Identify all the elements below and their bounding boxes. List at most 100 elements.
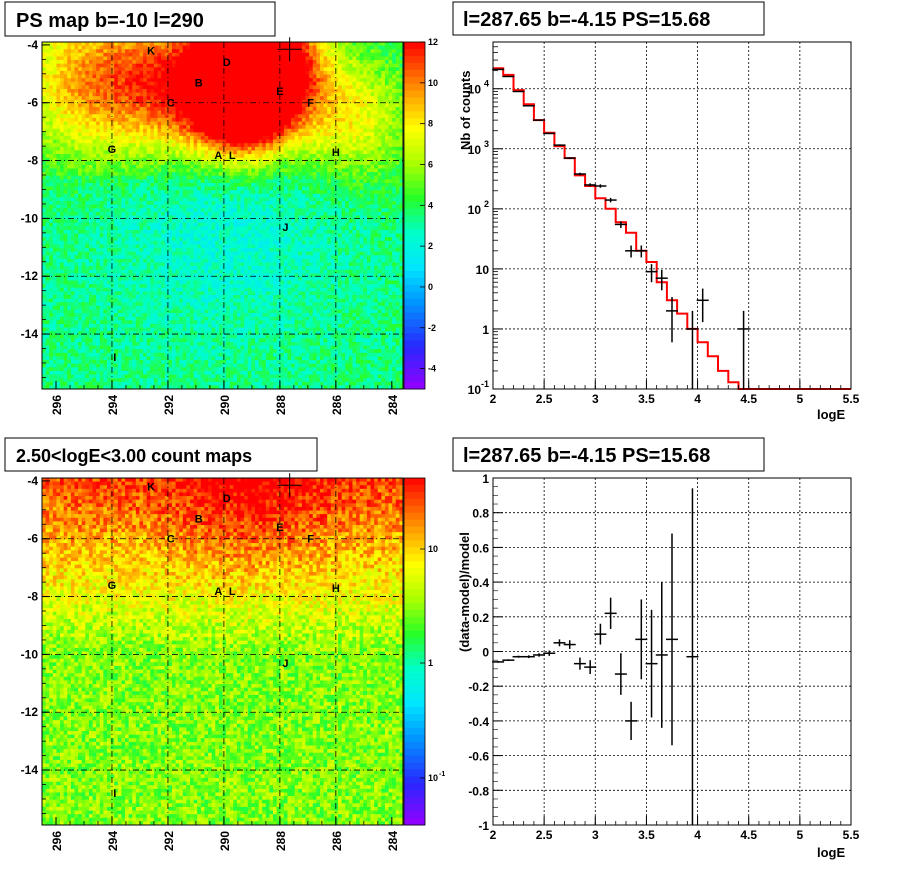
count-map-panel: 296 294 292 290 288 286 284 -4 -6 -8 -10 -12 -14 10… — [4, 437, 445, 851]
spectrum-data-point — [533, 119, 546, 121]
residual-y-tick-label: 0 — [482, 646, 489, 660]
residual-grid — [493, 478, 851, 825]
ps-map-colorbar — [403, 41, 426, 390]
spectrum-y-tick-exponent: 3 — [484, 139, 489, 149]
count-colorbar-tick-exponent: -1 — [439, 771, 445, 778]
spectrum-data-point — [635, 245, 648, 258]
residual-data-point — [666, 533, 678, 746]
spectrum-data-point — [645, 264, 658, 283]
residual-y-ticks: 1 0.8 0.6 0.4 0.2 0 -0.2 -0.4 -0.6 -0.8 -1 — [468, 472, 503, 833]
spectrum-data-point — [604, 197, 617, 203]
residual-x-axis-label: logE — [817, 845, 845, 860]
spectrum-y-tick-label: 10 — [476, 263, 490, 277]
source-label: E — [276, 522, 283, 534]
residual-x-ticks: 2 2.5 3 3.5 4 4.5 5 5.5 — [490, 816, 860, 842]
spectrum-y-axis-label: Nb of counts — [458, 71, 473, 150]
spectrum-data-point — [584, 183, 597, 187]
residual-x-tick-label: 3.5 — [638, 828, 655, 842]
residual-data-point — [614, 653, 627, 695]
map-x-tick-label: 290 — [218, 395, 232, 415]
source-label: E — [276, 86, 283, 98]
source-label: A — [214, 586, 222, 598]
map-x-tick-label: 288 — [274, 395, 288, 415]
spectrum-y-tick-exponent: 2 — [484, 199, 489, 209]
source-label: I — [113, 788, 116, 800]
spectrum-data-point — [543, 132, 556, 135]
spectrum-x-tick-label: 3 — [592, 392, 599, 406]
residual-y-tick-label: -0.2 — [468, 680, 489, 694]
ps-map-x-ticks: 296 294 292 290 288 286 284 — [50, 381, 400, 415]
map-x-tick-label: 292 — [162, 395, 176, 415]
map-y-tick-label: -6 — [27, 532, 38, 546]
residual-title: l=287.65 b=-4.15 PS=15.68 — [463, 445, 710, 467]
ps-colorbar-tick-label: 6 — [428, 159, 433, 169]
map-x-tick-label: 288 — [274, 831, 288, 851]
ps-colorbar-tick-label: 12 — [428, 37, 438, 47]
residual-x-tick-label: 4 — [694, 828, 701, 842]
spectrum-frame — [492, 41, 852, 390]
source-label: A — [214, 150, 222, 162]
spectrum-x-tick-label: 2 — [490, 392, 497, 406]
map-x-tick-label: 294 — [106, 831, 120, 851]
map-y-tick-label: -8 — [27, 590, 38, 604]
residual-y-tick-label: -0.6 — [468, 750, 489, 764]
residual-data-point — [563, 640, 576, 649]
spectrum-data-point — [563, 157, 576, 160]
map-x-tick-label: 294 — [106, 395, 120, 415]
ps-map-panel: 296 294 292 290 288 286 284 -4-6-8-10-12-14 12… — [4, 1, 438, 415]
source-label: H — [332, 147, 340, 159]
residual-data-series — [492, 488, 699, 825]
spectrum-x-tick-label: 5 — [797, 392, 804, 406]
residual-data-point — [594, 623, 607, 645]
ps-colorbar-tick-label: 10 — [428, 78, 438, 88]
map-y-tick-label: -12 — [21, 269, 39, 283]
spectrum-y-tick-exponent: 4 — [484, 79, 489, 89]
spectrum-title-box — [452, 1, 765, 36]
residual-y-tick-label: -0.8 — [468, 784, 489, 798]
residual-panel: 2 2.5 3 3.5 4 4.5 5 5.5 1 0.8 0.6 0.4 0.2 0 -0.2 -0.4 -… — [452, 437, 860, 860]
spectrum-data-point — [573, 172, 586, 176]
map-x-tick-label: 286 — [330, 831, 344, 851]
residual-x-tick-label: 4.5 — [740, 828, 757, 842]
residual-data-point — [686, 488, 699, 825]
source-label: H — [332, 583, 340, 595]
count-colorbar-tick-label: 10 — [428, 773, 438, 783]
ps-map-grid — [42, 37, 403, 389]
map-x-tick-label: 290 — [218, 831, 232, 851]
ps-colorbar-tick-label: 2 — [428, 241, 433, 251]
spectrum-data-point — [686, 310, 699, 389]
residual-data-point — [522, 655, 535, 659]
map-y-tick-label: -10 — [21, 211, 39, 225]
count-map-title: 2.50<logE<3.00 count maps — [16, 446, 252, 466]
ps-colorbar-tick-label: -2 — [428, 323, 436, 333]
residual-y-tick-label: 0.6 — [472, 541, 489, 555]
map-x-tick-label: 296 — [50, 831, 64, 851]
map-x-tick-label: 292 — [162, 831, 176, 851]
map-x-tick-label: 286 — [330, 395, 344, 415]
spectrum-x-tick-label: 2.5 — [536, 392, 553, 406]
spectrum-y-tick-label: 10 — [468, 83, 482, 97]
map-x-tick-label: 296 — [50, 395, 64, 415]
count-map-heatmap — [42, 478, 404, 826]
residual-data-point — [573, 657, 586, 670]
spectrum-y-tick-label: 10 — [468, 383, 482, 397]
source-label: F — [307, 98, 314, 110]
spectrum-data-point — [614, 221, 627, 228]
residual-y-axis-label: (data-model)/model — [457, 532, 472, 652]
residual-data-point — [584, 660, 597, 675]
ps-colorbar-tick-label: 8 — [428, 119, 433, 129]
residual-data-point — [635, 599, 648, 680]
spectrum-title: l=287.65 b=-4.15 PS=15.68 — [463, 9, 710, 31]
residual-data-point — [625, 701, 638, 740]
source-label: D — [223, 493, 231, 505]
spectrum-data-point — [696, 288, 709, 323]
spectrum-data-point — [594, 184, 607, 188]
map-y-tick-label: -6 — [27, 96, 38, 110]
spectrum-y-tick-label: 1 — [482, 323, 489, 337]
spectrum-data-point — [666, 297, 678, 343]
spectrum-x-tick-label: 5.5 — [843, 392, 860, 406]
residual-y-tick-label: 1 — [482, 472, 489, 486]
map-y-tick-label: -8 — [27, 154, 38, 168]
